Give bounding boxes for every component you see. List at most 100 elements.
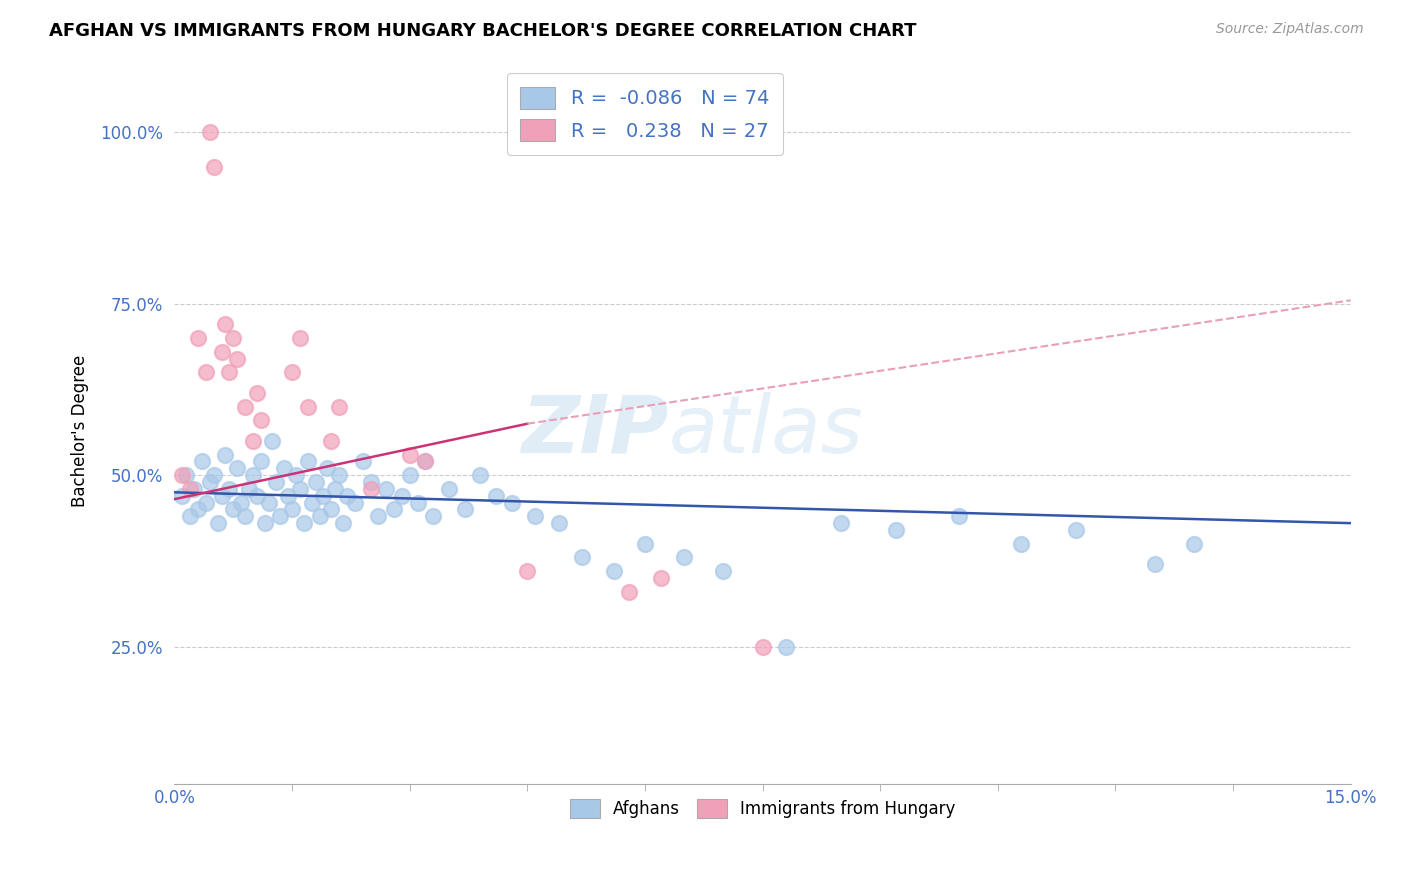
Point	[242, 434, 264, 448]
Point	[174, 468, 197, 483]
Point	[485, 489, 508, 503]
Point	[202, 468, 225, 483]
Point	[1010, 537, 1032, 551]
Point	[262, 434, 284, 448]
Text: ZIP: ZIP	[522, 392, 668, 469]
Point	[202, 160, 225, 174]
Point	[470, 468, 492, 483]
Point	[415, 454, 437, 468]
Point	[360, 475, 382, 489]
Point	[367, 509, 389, 524]
Point	[650, 571, 672, 585]
Point	[547, 516, 569, 531]
Point	[222, 502, 245, 516]
Point	[281, 502, 304, 516]
Point	[321, 502, 343, 516]
Point	[375, 482, 398, 496]
Point	[634, 537, 657, 551]
Point	[398, 448, 420, 462]
Point	[516, 564, 538, 578]
Point	[453, 502, 475, 516]
Point	[218, 365, 240, 379]
Point	[1064, 523, 1087, 537]
Point	[751, 640, 773, 654]
Point	[218, 482, 240, 496]
Point	[194, 365, 217, 379]
Point	[673, 550, 696, 565]
Point	[316, 461, 339, 475]
Point	[1143, 558, 1166, 572]
Point	[281, 365, 304, 379]
Point	[297, 454, 319, 468]
Point	[214, 448, 236, 462]
Point	[191, 454, 214, 468]
Point	[948, 509, 970, 524]
Point	[352, 454, 374, 468]
Point	[343, 495, 366, 509]
Point	[1182, 537, 1205, 551]
Point	[172, 468, 194, 483]
Point	[288, 331, 311, 345]
Point	[830, 516, 852, 531]
Point	[382, 502, 405, 516]
Point	[214, 318, 236, 332]
Point	[308, 509, 330, 524]
Point	[198, 125, 221, 139]
Point	[312, 489, 335, 503]
Text: atlas: atlas	[668, 392, 863, 469]
Point	[179, 509, 201, 524]
Point	[229, 495, 252, 509]
Point	[179, 482, 201, 496]
Point	[301, 495, 323, 509]
Point	[711, 564, 734, 578]
Point	[332, 516, 354, 531]
Point	[183, 482, 205, 496]
Point	[211, 344, 233, 359]
Point	[187, 502, 209, 516]
Point	[242, 468, 264, 483]
Point	[249, 454, 271, 468]
Point	[269, 509, 291, 524]
Point	[238, 482, 260, 496]
Point	[249, 413, 271, 427]
Point	[406, 495, 429, 509]
Point	[602, 564, 624, 578]
Point	[619, 584, 641, 599]
Point	[422, 509, 444, 524]
Point	[328, 400, 350, 414]
Point	[233, 509, 256, 524]
Point	[415, 454, 437, 468]
Point	[501, 495, 523, 509]
Text: Source: ZipAtlas.com: Source: ZipAtlas.com	[1216, 22, 1364, 37]
Point	[884, 523, 907, 537]
Point	[398, 468, 420, 483]
Point	[266, 475, 288, 489]
Point	[524, 509, 547, 524]
Point	[207, 516, 229, 531]
Point	[226, 351, 249, 366]
Point	[277, 489, 299, 503]
Point	[194, 495, 217, 509]
Point	[222, 331, 245, 345]
Point	[336, 489, 359, 503]
Point	[257, 495, 280, 509]
Point	[292, 516, 315, 531]
Point	[226, 461, 249, 475]
Point	[172, 489, 194, 503]
Point	[328, 468, 350, 483]
Point	[233, 400, 256, 414]
Point	[187, 331, 209, 345]
Y-axis label: Bachelor's Degree: Bachelor's Degree	[72, 354, 89, 507]
Point	[198, 475, 221, 489]
Point	[285, 468, 308, 483]
Legend: Afghans, Immigrants from Hungary: Afghans, Immigrants from Hungary	[562, 792, 962, 825]
Point	[391, 489, 413, 503]
Point	[775, 640, 797, 654]
Point	[304, 475, 326, 489]
Point	[360, 482, 382, 496]
Point	[273, 461, 295, 475]
Point	[323, 482, 346, 496]
Point	[246, 385, 269, 400]
Point	[246, 489, 269, 503]
Point	[321, 434, 343, 448]
